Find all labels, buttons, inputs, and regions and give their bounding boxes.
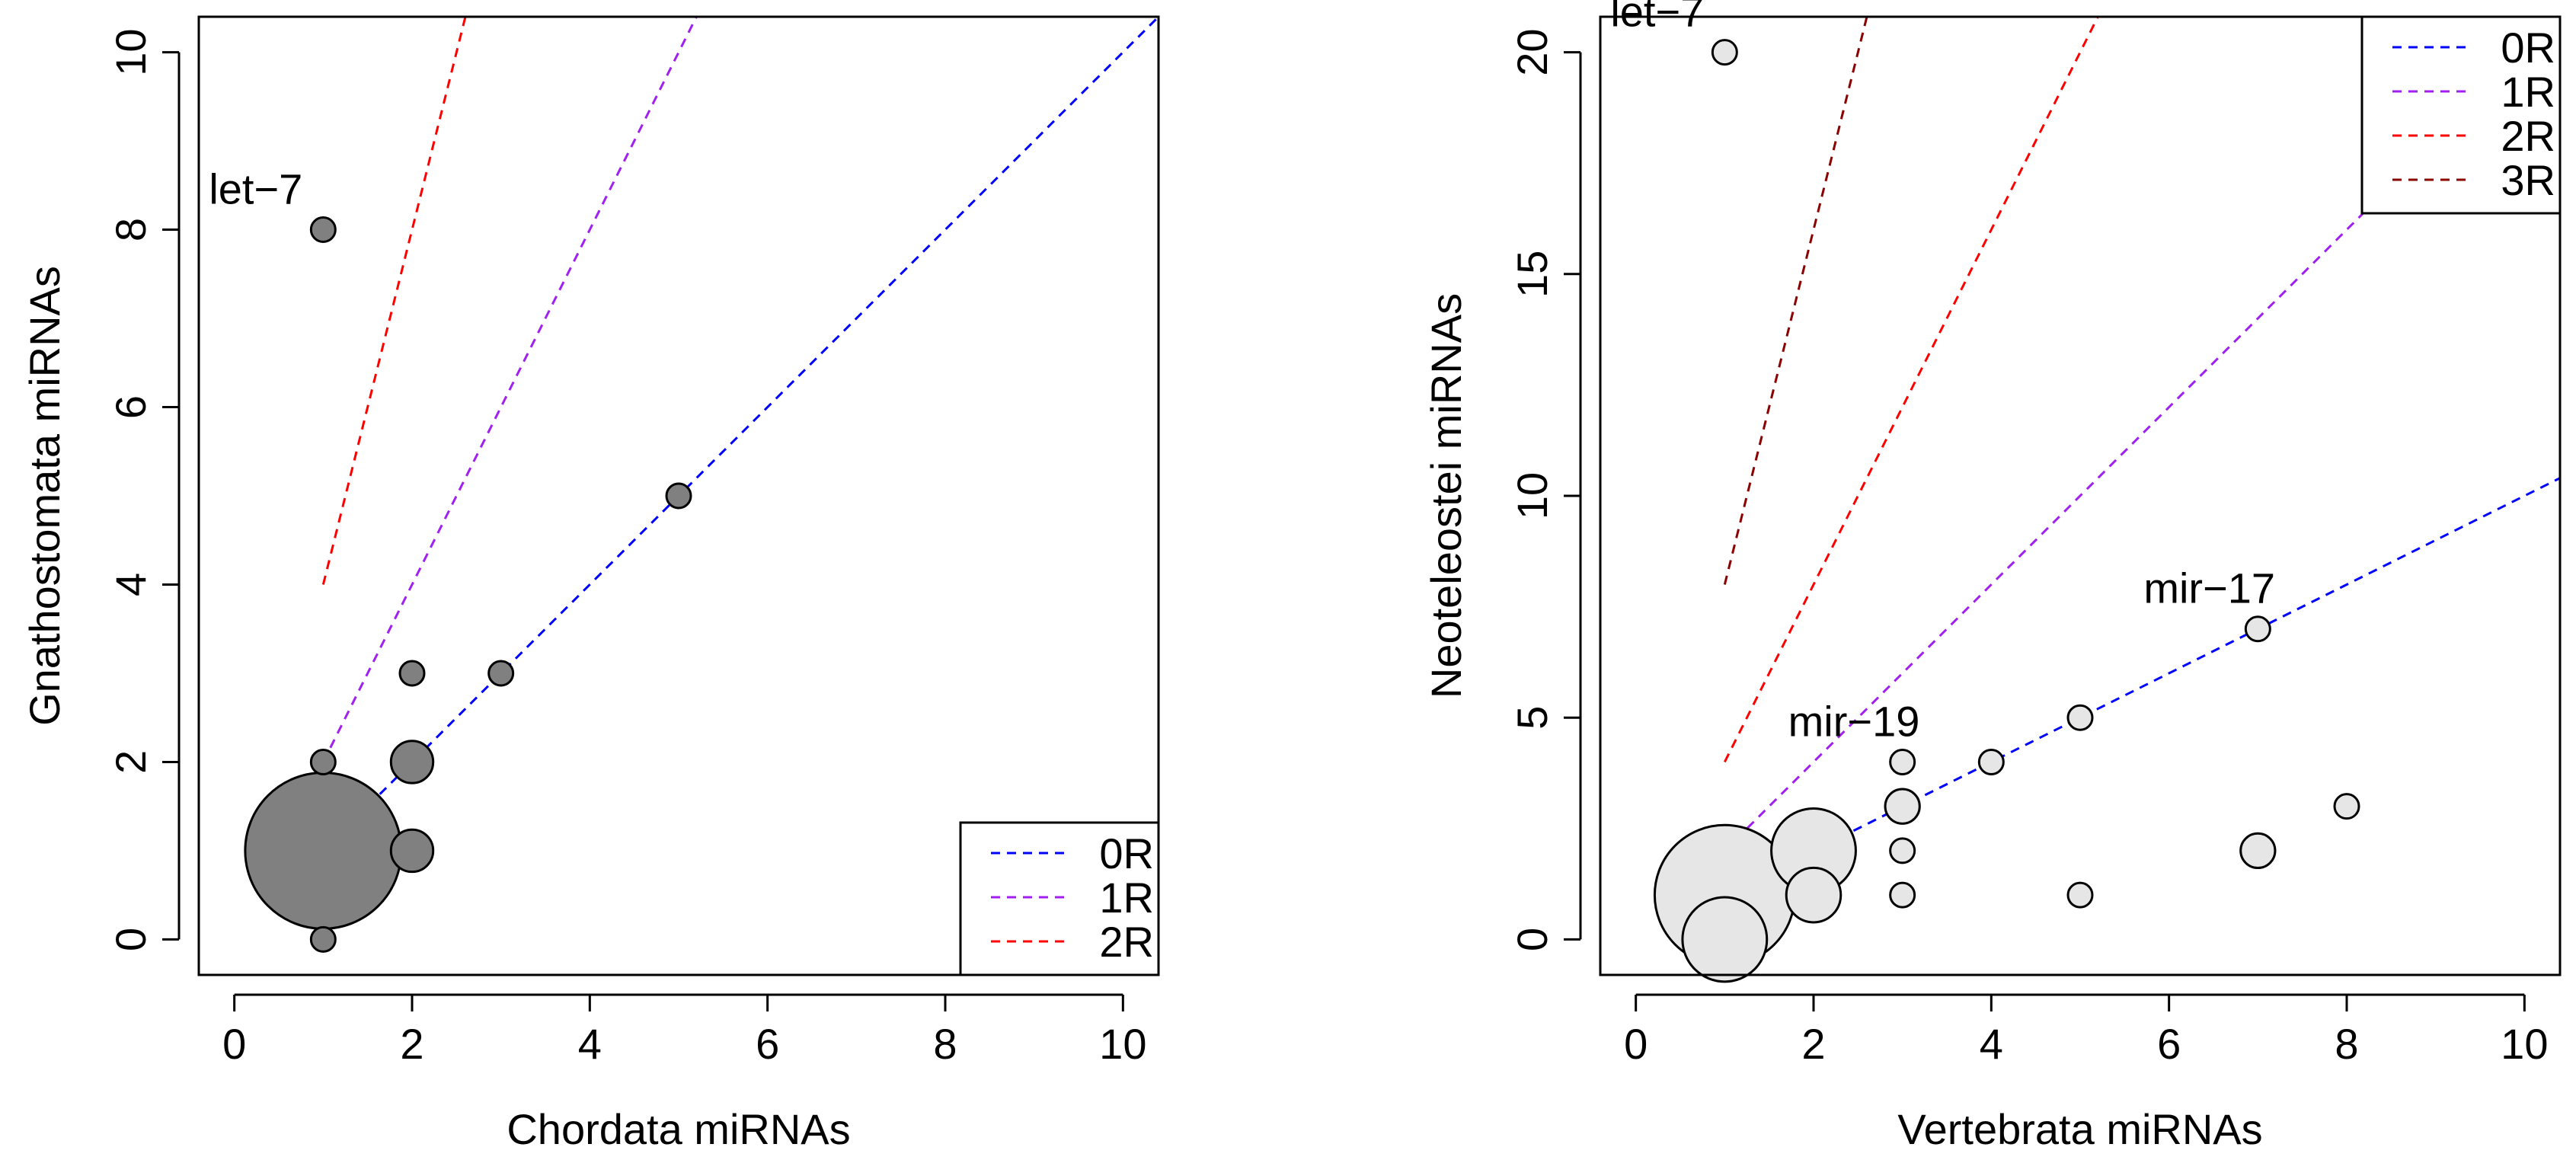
legend-label: 0R [2501,24,2555,72]
data-point [1884,788,1921,825]
data-point [2239,832,2277,870]
y-tick-label: 2 [107,750,155,774]
data-point [309,925,337,953]
x-axis-label: Vertebrata miRNAs [1897,1105,2262,1153]
data-point [2333,793,2360,820]
point-label: let−7 [209,165,302,213]
legend-label: 2R [2501,112,2555,160]
y-tick-label: 5 [1508,706,1556,730]
y-axis-label: Neoteleostei miRNAs [1422,293,1470,698]
x-tick-label: 6 [2157,1020,2181,1068]
y-tick-label: 6 [107,395,155,419]
reference-line-0R [322,17,1159,852]
x-tick-label: 10 [1099,1020,1146,1068]
chart-panel-1: let−7 0 2 4 6 8 10 Chordata miRNAs 0 2 4 6 8 10 Gnatho… [21,15,1160,1153]
y-tick-label: 10 [107,28,155,75]
x-tick-label: 8 [933,1020,957,1068]
x-tick-label: 2 [1801,1020,1825,1068]
x-tick-label: 4 [578,1020,602,1068]
legend-label: 3R [2501,156,2555,204]
point-label: mir−19 [1788,697,1920,745]
y-axis-label: Gnathostomata miRNAs [21,266,69,726]
point-label: mir−17 [2143,564,2275,612]
y-tick-label: 8 [107,218,155,241]
data-point [487,660,515,687]
data-point [244,771,403,930]
legend-label: 2R [1099,918,1154,966]
x-tick-label: 8 [2335,1020,2358,1068]
data-point [1681,896,1769,983]
y-tick-label: 4 [107,573,155,596]
data-point [2244,615,2271,643]
legend-box [959,821,1160,976]
x-axis-label: Chordata miRNAs [507,1105,850,1153]
reference-line-1R [1724,17,2560,852]
y-tick-label: 0 [107,928,155,951]
legend-label: 1R [2501,68,2555,116]
data-point [665,482,692,510]
y-tick-label: 20 [1508,28,1556,75]
data-point [309,216,337,244]
y-tick-label: 10 [1508,472,1556,519]
x-tick-label: 6 [756,1020,779,1068]
x-tick-label: 10 [2501,1020,2548,1068]
data-point [398,660,426,687]
reference-line-1R [321,17,698,763]
data-point [2066,704,2094,731]
data-point [389,740,435,785]
data-point [309,748,337,775]
data-point [1889,748,1916,775]
plot-frame [197,15,1160,976]
reference-line-0R [1724,477,2560,896]
data-point [1711,39,1738,66]
data-point [1977,748,2005,775]
y-tick-label: 0 [1508,928,1556,951]
data-point [2066,881,2094,909]
data-point [1889,881,1916,909]
y-tick-label: 15 [1508,251,1556,298]
x-tick-label: 0 [222,1020,246,1068]
data-point [389,828,435,874]
data-point [1785,866,1843,924]
x-tick-label: 4 [1980,1020,2003,1068]
plot-frame [1599,15,2562,976]
data-point [1889,837,1916,864]
x-tick-label: 0 [1624,1020,1648,1068]
legend-label: 1R [1099,874,1154,922]
reference-line-2R [321,17,467,585]
x-tick-label: 2 [400,1020,423,1068]
legend-label: 0R [1099,829,1154,877]
